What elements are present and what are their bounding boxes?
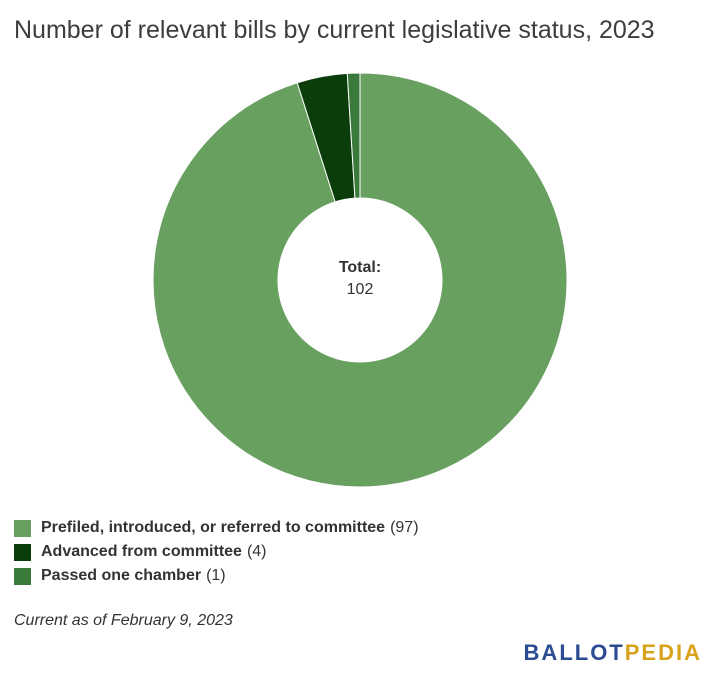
legend-label: Advanced from committee — [41, 543, 242, 560]
legend-item-advanced: Advanced from committee (4) — [14, 540, 419, 564]
chart-title: Number of relevant bills by current legi… — [14, 16, 655, 44]
legend-count: (4) — [246, 543, 267, 560]
donut-center-label: Total: 102 — [260, 259, 460, 299]
legend-count: (1) — [206, 567, 226, 584]
footnote: Current as of February 9, 2023 — [14, 612, 233, 629]
legend-swatch — [14, 543, 31, 561]
legend-item-passed: Passed one chamber (1) — [14, 564, 419, 588]
logo-part-ballot: BALLOT — [523, 640, 625, 665]
logo-part-pedia: PEDIA — [624, 640, 702, 665]
donut-slice-2 — [346, 72, 361, 199]
total-value: 102 — [346, 281, 374, 298]
legend: Prefiled, introduced, or referred to com… — [14, 516, 419, 588]
legend-label: Passed one chamber — [41, 567, 202, 584]
ballotpedia-logo[interactable]: BALLOTPEDIA — [524, 640, 702, 666]
legend-label: Prefiled, introduced, or referred to com… — [41, 519, 386, 536]
legend-swatch — [14, 519, 31, 537]
legend-count: (97) — [390, 519, 419, 536]
total-label: Total: — [338, 259, 382, 276]
donut-slice-0 — [152, 72, 568, 488]
legend-swatch — [14, 567, 31, 585]
legend-item-prefiled: Prefiled, introduced, or referred to com… — [14, 516, 419, 540]
